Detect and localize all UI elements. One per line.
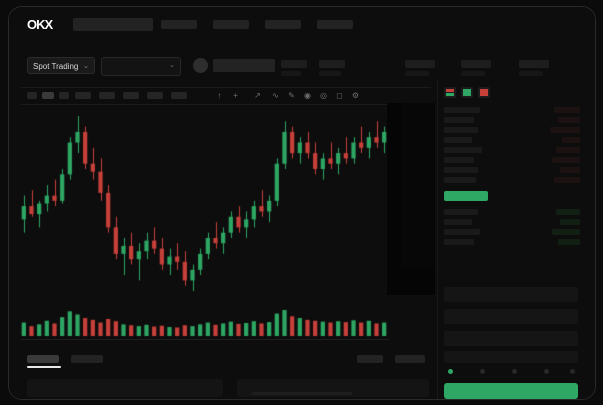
bid-size xyxy=(558,239,580,245)
bottom-right-tab-1[interactable] xyxy=(357,355,383,363)
candlestick-chart[interactable] xyxy=(21,107,431,302)
stat-4-sub xyxy=(461,71,485,76)
ask-row xyxy=(444,127,478,133)
mid-price-badge xyxy=(444,191,488,201)
buy-button[interactable] xyxy=(444,383,578,399)
order-book-view-toggles xyxy=(444,87,490,98)
ask-row xyxy=(444,117,474,123)
chevron-down-icon: ⌄ xyxy=(169,62,175,69)
magnet-icon[interactable]: ◉ xyxy=(304,91,311,100)
ask-row xyxy=(444,157,474,163)
cursor-icon[interactable]: ↑ xyxy=(217,91,222,100)
ask-row xyxy=(444,107,480,113)
top-navigation-bar: OKX xyxy=(9,7,595,41)
stat-4 xyxy=(461,60,491,68)
buy-sell-tabs: Buy Sell xyxy=(438,257,584,279)
slider-dot-0[interactable] xyxy=(448,369,453,374)
trendline-icon[interactable]: ↗ xyxy=(254,91,261,100)
timeframe-1[interactable] xyxy=(27,92,37,99)
wave-icon[interactable]: ∿ xyxy=(272,91,279,100)
volume-histogram xyxy=(21,307,431,339)
bottom-tab-2[interactable] xyxy=(71,355,103,363)
stat-5 xyxy=(519,60,549,68)
timeframe-7[interactable] xyxy=(147,92,163,99)
ask-size xyxy=(554,177,580,183)
ask-size xyxy=(562,137,580,143)
eye-icon[interactable]: ◎ xyxy=(320,91,327,100)
nav-item-3[interactable] xyxy=(265,20,301,29)
order-type-field[interactable] xyxy=(444,287,578,302)
ask-row xyxy=(444,177,476,183)
timeframe-6[interactable] xyxy=(123,92,139,99)
total-field[interactable] xyxy=(444,351,578,363)
trading-mode-label: Spot Trading xyxy=(33,62,79,71)
stat-2 xyxy=(319,60,345,68)
ask-size xyxy=(556,147,580,153)
book-asks-icon[interactable] xyxy=(478,87,490,98)
chart-toolbar xyxy=(21,87,431,105)
chart-overlay-inner xyxy=(401,103,435,268)
nav-item-2[interactable] xyxy=(213,20,249,29)
pair-selector[interactable]: ⌄ xyxy=(101,57,181,76)
stat-2-sub xyxy=(319,71,341,76)
bid-size xyxy=(556,209,580,215)
chart-axis-line xyxy=(21,339,389,340)
bid-size xyxy=(560,219,580,225)
ask-row xyxy=(444,147,482,153)
stat-1-sub xyxy=(281,71,301,76)
brush-icon[interactable]: ✎ xyxy=(288,91,295,100)
coin-avatar xyxy=(193,58,208,73)
chevron-down-icon: ⌄ xyxy=(83,63,89,70)
device-frame: OKX Spot Trading ⌄ ⌄ xyxy=(8,6,596,400)
slider-dot-50[interactable] xyxy=(512,369,517,374)
amount-field[interactable] xyxy=(444,331,578,346)
bid-row xyxy=(444,219,472,225)
trash-icon[interactable]: ◻ xyxy=(336,91,343,100)
timeframe-2-active[interactable] xyxy=(42,92,54,99)
bottom-tab-indicator xyxy=(27,366,61,368)
timeframe-5[interactable] xyxy=(99,92,115,99)
ask-size xyxy=(554,107,580,113)
slider-dot-100[interactable] xyxy=(570,369,575,374)
bid-row xyxy=(444,239,474,245)
book-both-icon[interactable] xyxy=(444,87,456,98)
okx-logo[interactable]: OKX xyxy=(27,17,65,32)
ask-size xyxy=(558,117,580,123)
ask-size xyxy=(560,167,580,173)
slider-dot-25[interactable] xyxy=(480,369,485,374)
stat-3 xyxy=(405,60,435,68)
ask-size xyxy=(550,127,580,133)
order-book-panel: Buy Sell xyxy=(437,81,584,399)
nav-item-4[interactable] xyxy=(317,20,353,29)
stat-1 xyxy=(281,60,307,68)
timeframe-8[interactable] xyxy=(171,92,187,99)
book-bids-icon[interactable] xyxy=(461,87,473,98)
last-price xyxy=(213,59,275,72)
app-screen: OKX Spot Trading ⌄ ⌄ xyxy=(9,7,595,399)
trading-mode-selector[interactable]: Spot Trading ⌄ xyxy=(27,57,95,74)
stat-5-sub xyxy=(519,71,543,76)
ask-size xyxy=(552,157,580,163)
bid-size xyxy=(552,229,580,235)
price-field[interactable] xyxy=(444,309,578,324)
ask-row xyxy=(444,167,478,173)
ask-row xyxy=(444,137,472,143)
timeframe-4[interactable] xyxy=(75,92,91,99)
search-input[interactable] xyxy=(73,18,153,31)
home-indicator xyxy=(252,392,352,395)
bid-row xyxy=(444,229,480,235)
nav-item-1[interactable] xyxy=(161,20,197,29)
crosshair-icon[interactable]: + xyxy=(233,91,238,100)
slider-dot-75[interactable] xyxy=(544,369,549,374)
settings-icon[interactable]: ⚙ xyxy=(351,91,360,100)
bid-row xyxy=(444,209,478,215)
bottom-tab-1[interactable] xyxy=(27,355,59,363)
bottom-right-tab-2[interactable] xyxy=(395,355,425,363)
timeframe-3[interactable] xyxy=(59,92,69,99)
logo-text: OKX xyxy=(27,17,53,32)
bottom-panel-left xyxy=(27,379,223,397)
stat-3-sub xyxy=(405,71,429,76)
amount-slider[interactable] xyxy=(444,369,578,377)
